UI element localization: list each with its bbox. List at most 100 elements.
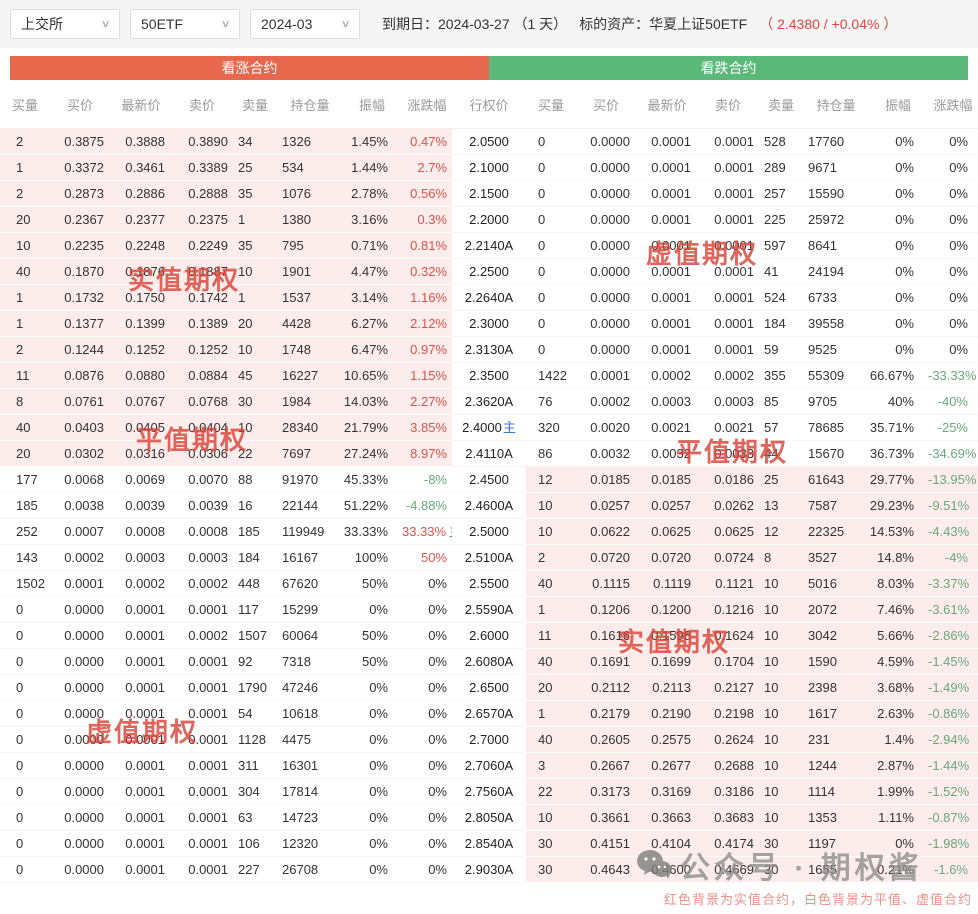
call-buy-price: 0.0000 [50,727,110,753]
quote-row-strike-2.4500[interactable]: 177 0.0068 0.0069 0.0070 88 91970 45.33% -8% 2.4… [0,467,978,493]
quote-row-strike-2.1000[interactable]: 1 0.3372 0.3461 0.3389 25 534 1.44% 2.7% 2.1000 0… [0,155,978,181]
put-last-price: 0.0001 [636,337,698,363]
quote-row-strike-2.7000[interactable]: 0 0.0000 0.0001 0.0001 1128 4475 0% 0% 2.7000 40 0… [0,727,978,753]
call-amplitude: 1.44% [342,155,402,181]
call-amplitude: 1.45% [342,129,402,155]
call-buy-price: 0.2873 [50,181,110,207]
column-header-row: 买量 买价 最新价 卖价 卖量 持仓量 振幅 涨跌幅 行权价 买量 买价 最新价 卖价 卖量 持仓量 振幅… [0,80,978,129]
quote-row-strike-2.4600A[interactable]: 185 0.0038 0.0039 0.0039 16 22144 51.22% -4.88%… [0,493,978,519]
quote-row-strike-2.7060A[interactable]: 0 0.0000 0.0001 0.0001 311 16301 0% 0% 2.7060A 3 0… [0,753,978,779]
call-buy-price: 0.2235 [50,233,110,259]
quote-row-strike-2.3500[interactable]: 11 0.0876 0.0880 0.0884 45 16227 10.65% 1.15% 2.… [0,363,978,389]
quote-row-strike-2.5000[interactable]: 252 0.0007 0.0008 0.0008 185 119949 33.33% 33.3… [0,519,978,545]
quote-row-strike-2.2500[interactable]: 40 0.1870 0.1876 0.1887 10 1901 4.47% 0.32% 2.25… [0,259,978,285]
put-sell-price: 0.0001 [698,285,758,311]
strike-price: 2.6080A [452,649,526,675]
quote-row-strike-2.3130A[interactable]: 2 0.1244 0.1252 0.1252 10 1748 6.47% 0.97% 2.313… [0,337,978,363]
quote-row-strike-2.6570A[interactable]: 0 0.0000 0.0001 0.0001 54 10618 0% 0% 2.6570A 1 0.… [0,701,978,727]
put-open-interest: 55309 [804,363,868,389]
strike-price: 2.2640A [452,285,526,311]
call-open-interest: 7318 [278,649,342,675]
call-open-interest: 26708 [278,857,342,883]
put-last-price: 0.0001 [636,207,698,233]
quote-row-strike-2.2000[interactable]: 20 0.2367 0.2377 0.2375 1 1380 3.16% 0.3% 2.2000… [0,207,978,233]
quote-row-strike-2.5590A[interactable]: 0 0.0000 0.0001 0.0001 117 15299 0% 0% 2.5590A 1 0… [0,597,978,623]
put-last-price: 0.0625 [636,519,698,545]
call-amplitude: 50% [342,571,402,597]
call-buy-volume: 1502 [0,571,50,597]
call-change: 0% [402,753,452,779]
put-buy-volume: 30 [526,857,576,883]
quote-row-strike-2.9030A[interactable]: 0 0.0000 0.0001 0.0001 227 26708 0% 0% 2.9030A 30… [0,857,978,883]
call-change: 0.56% [402,181,452,207]
call-sell-price: 0.0404 [172,415,232,441]
quote-row-strike-2.3000[interactable]: 1 0.1377 0.1399 0.1389 20 4428 6.27% 2.12% 2.300… [0,311,978,337]
put-buy-volume: 0 [526,155,576,181]
quote-row-strike-2.3620A[interactable]: 8 0.0761 0.0767 0.0768 30 1984 14.03% 2.27% 2.36… [0,389,978,415]
call-open-interest: 1537 [278,285,342,311]
put-open-interest: 22325 [804,519,868,545]
put-last-price: 0.3169 [636,779,698,805]
call-last-price: 0.1252 [110,337,172,363]
put-open-interest: 1114 [804,779,868,805]
call-buy-price: 0.0000 [50,701,110,727]
quote-row-strike-2.4000[interactable]: 40 0.0403 0.0405 0.0404 10 28340 21.79% 3.85% 2.… [0,415,978,441]
quote-row-strike-2.7560A[interactable]: 0 0.0000 0.0001 0.0001 304 17814 0% 0% 2.7560A 22… [0,779,978,805]
put-buy-volume: 20 [526,675,576,701]
asset-quote: （ 2.4380 / +0.04% ） [759,16,898,32]
call-buy-volume: 1 [0,285,50,311]
quote-row-strike-2.6000[interactable]: 0 0.0000 0.0001 0.0002 1507 60064 50% 0% 2.6000 1… [0,623,978,649]
put-buy-price: 0.0000 [576,285,636,311]
call-buy-price: 0.2367 [50,207,110,233]
call-sell-price: 0.3389 [172,155,232,181]
put-sell-price: 0.0001 [698,311,758,337]
put-sell-volume: 597 [758,233,804,259]
put-buy-price: 0.0020 [576,415,636,441]
quote-row-strike-2.6080A[interactable]: 0 0.0000 0.0001 0.0001 92 7318 50% 0% 2.6080A 40 0… [0,649,978,675]
quote-row-strike-2.5100A[interactable]: 143 0.0002 0.0003 0.0003 184 16167 100% 50% 2.51… [0,545,978,571]
month-select[interactable]: 2024-03 ∨ [250,9,360,39]
quote-row-strike-2.6500[interactable]: 0 0.0000 0.0001 0.0001 1790 47246 0% 0% 2.6500 20… [0,675,978,701]
put-sell-price: 0.0186 [698,467,758,493]
call-last-price: 0.0880 [110,363,172,389]
call-sell-volume: 30 [232,389,278,415]
quote-row-strike-2.8050A[interactable]: 0 0.0000 0.0001 0.0001 63 14723 0% 0% 2.8050A 10 0… [0,805,978,831]
put-open-interest: 78685 [804,415,868,441]
call-last-price: 0.0003 [110,545,172,571]
strike-price: 2.3500 [452,363,526,389]
put-sell-volume: 10 [758,597,804,623]
expiry-label: 到期日：2024-03-27 （1 天） [382,16,568,32]
quote-row-strike-2.0500[interactable]: 2 0.3875 0.3888 0.3890 34 1326 1.45% 0.47% 2.050… [0,129,978,155]
put-buy-volume: 0 [526,311,576,337]
exchange-select[interactable]: 上交所 ∨ [10,9,120,39]
quote-row-strike-2.4110A[interactable]: 20 0.0302 0.0316 0.0306 22 7697 27.24% 8.97% 2.4… [0,441,978,467]
quote-row-strike-2.1500[interactable]: 2 0.2873 0.2886 0.2888 35 1076 2.78% 0.56% 2.150… [0,181,978,207]
call-sell-price: 0.1389 [172,311,232,337]
call-open-interest: 7697 [278,441,342,467]
put-last-price: 0.0001 [636,155,698,181]
put-change: -40% [928,389,978,415]
call-change: 0% [402,623,452,649]
put-last-price: 0.1119 [636,571,698,597]
put-amplitude: 36.73% [868,441,928,467]
put-open-interest: 15590 [804,181,868,207]
strike-price: 2.8050A [452,805,526,831]
put-sell-volume: 10 [758,649,804,675]
quote-row-strike-2.5500[interactable]: 1502 0.0001 0.0002 0.0002 448 67620 50% 0% 2.550… [0,571,978,597]
quote-row-strike-2.2640A[interactable]: 1 0.1732 0.1750 0.1742 1 1537 3.14% 1.16% 2.2640… [0,285,978,311]
call-sell-price: 0.0001 [172,857,232,883]
chevron-down-icon: ∨ [340,18,351,30]
put-sell-volume-header: 卖量 [767,97,794,113]
quote-row-strike-2.2140A[interactable]: 10 0.2235 0.2248 0.2249 35 795 0.71% 0.81% 2.214… [0,233,978,259]
call-amplitude: 6.27% [342,311,402,337]
toolbar: 上交所 ∨ 50ETF ∨ 2024-03 ∨ 到期日：2024-03-27 （… [0,0,978,48]
quote-row-strike-2.8540A[interactable]: 0 0.0000 0.0001 0.0001 106 12320 0% 0% 2.8540A 30… [0,831,978,857]
put-sell-volume: 10 [758,675,804,701]
put-sell-price: 0.0001 [698,233,758,259]
call-last-price-header: 最新价 [121,97,161,113]
underlying-select[interactable]: 50ETF ∨ [130,9,240,39]
call-amplitude: 3.14% [342,285,402,311]
strike-price: 2.7560A [452,779,526,805]
call-buy-volume: 2 [0,337,50,363]
call-last-price: 0.0001 [110,675,172,701]
